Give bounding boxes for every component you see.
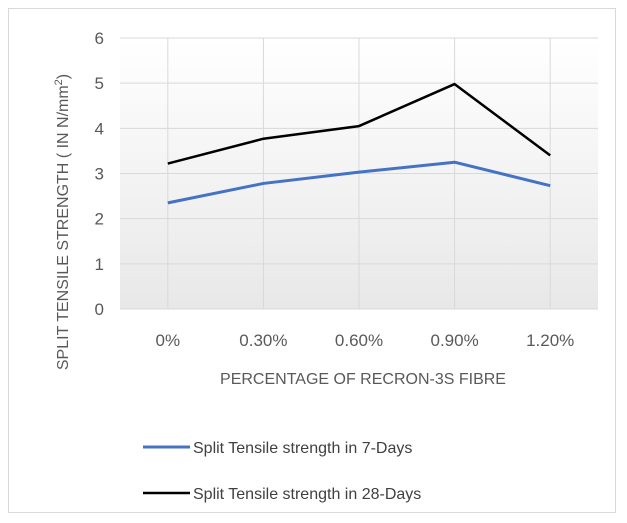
x-tick-label: 0.60% <box>335 331 383 350</box>
x-tick-label: 0.90% <box>430 331 478 350</box>
y-tick-labels: 0 1 2 3 4 5 6 <box>95 29 104 319</box>
y-tick-label: 4 <box>95 119 104 138</box>
y-tick-label: 3 <box>95 165 104 184</box>
y-tick-label: 2 <box>95 210 104 229</box>
series-line-2 <box>167 82 551 165</box>
legend: Split Tensile strength in 7-Days Split Te… <box>143 440 421 503</box>
legend-label-1: Split Tensile strength in 7-Days <box>193 440 412 457</box>
y-axis-title-main: SPLIT TENSILE STRENGTH ( IN N/mm <box>55 85 72 370</box>
y-tick-label: 6 <box>95 29 104 48</box>
legend-label-2: Split Tensile strength in 28-Days <box>193 486 421 503</box>
x-tick-label: 0.30% <box>239 331 287 350</box>
series-line-1 <box>167 160 551 205</box>
x-tick-labels: 0% 0.30% 0.60% 0.90% 1.20% <box>156 331 575 350</box>
y-tick-label: 5 <box>95 74 104 93</box>
x-axis-title: PERCENTAGE OF RECRON-3S FIBRE <box>220 371 506 388</box>
y-axis-title: SPLIT TENSILE STRENGTH ( IN N/mm2) <box>53 74 72 370</box>
x-tick-label: 1.20% <box>526 331 574 350</box>
y-axis-title-end: ) <box>55 74 72 79</box>
y-axis-title-sup: 2 <box>53 79 65 85</box>
x-tick-label: 0% <box>156 331 181 350</box>
y-tick-label: 0 <box>95 300 104 319</box>
series-lines <box>167 82 551 205</box>
y-tick-label: 1 <box>95 255 104 274</box>
